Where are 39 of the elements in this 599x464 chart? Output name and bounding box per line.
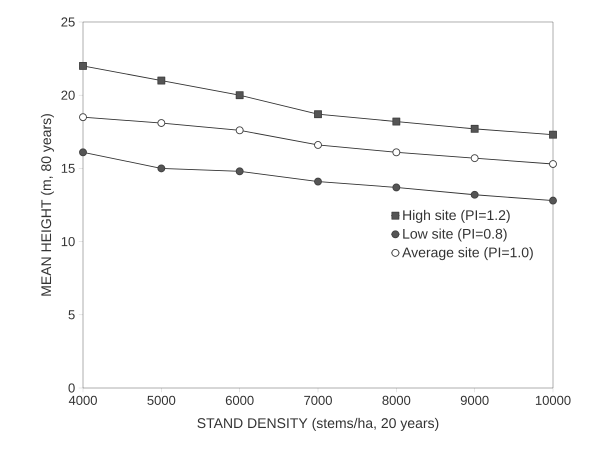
point (314, 110, 322, 118)
point (470, 124, 479, 133)
point (314, 178, 322, 186)
point (157, 76, 166, 84)
point (549, 130, 557, 139)
legend-label: Average site (PI=1.0) (402, 247, 533, 260)
point (157, 164, 166, 172)
point (549, 160, 557, 168)
point (470, 154, 479, 162)
point (314, 141, 322, 149)
y-tick-label: 0 (68, 383, 75, 393)
y-tick-label: 20 (61, 90, 75, 100)
legend-label: Low site (PI=0.8) (403, 228, 507, 242)
y-tick-label: 25 (61, 17, 75, 27)
point (549, 196, 557, 205)
point (79, 62, 87, 70)
x-tick-label: 6000 (226, 396, 254, 405)
point (236, 167, 244, 176)
point (392, 183, 400, 192)
point (79, 113, 87, 122)
x-tick-label: 9000 (460, 396, 489, 405)
point (236, 126, 244, 134)
x-tick-label: 8000 (382, 396, 410, 405)
y-tick-label: 5 (68, 310, 75, 320)
point (157, 119, 166, 127)
legend-label: High site (PI=1.2) (403, 210, 510, 223)
x-axis-title: STAND DENSITY (stems/ha, 20 years) (197, 418, 438, 431)
point (79, 148, 87, 156)
x-tick-label: 7000 (304, 396, 332, 405)
point (392, 118, 400, 126)
point (236, 91, 244, 100)
y-axis-title: MEAN HEIGHT (m, 80 years) (40, 114, 54, 296)
y-tick-label: 10 (62, 236, 75, 246)
point (470, 190, 479, 199)
point (392, 148, 400, 156)
x-tick-label: 10000 (536, 396, 571, 405)
y-tick-label: 15 (62, 164, 75, 173)
x-tick-label: 5000 (147, 396, 176, 405)
x-tick-label: 4000 (68, 396, 97, 405)
